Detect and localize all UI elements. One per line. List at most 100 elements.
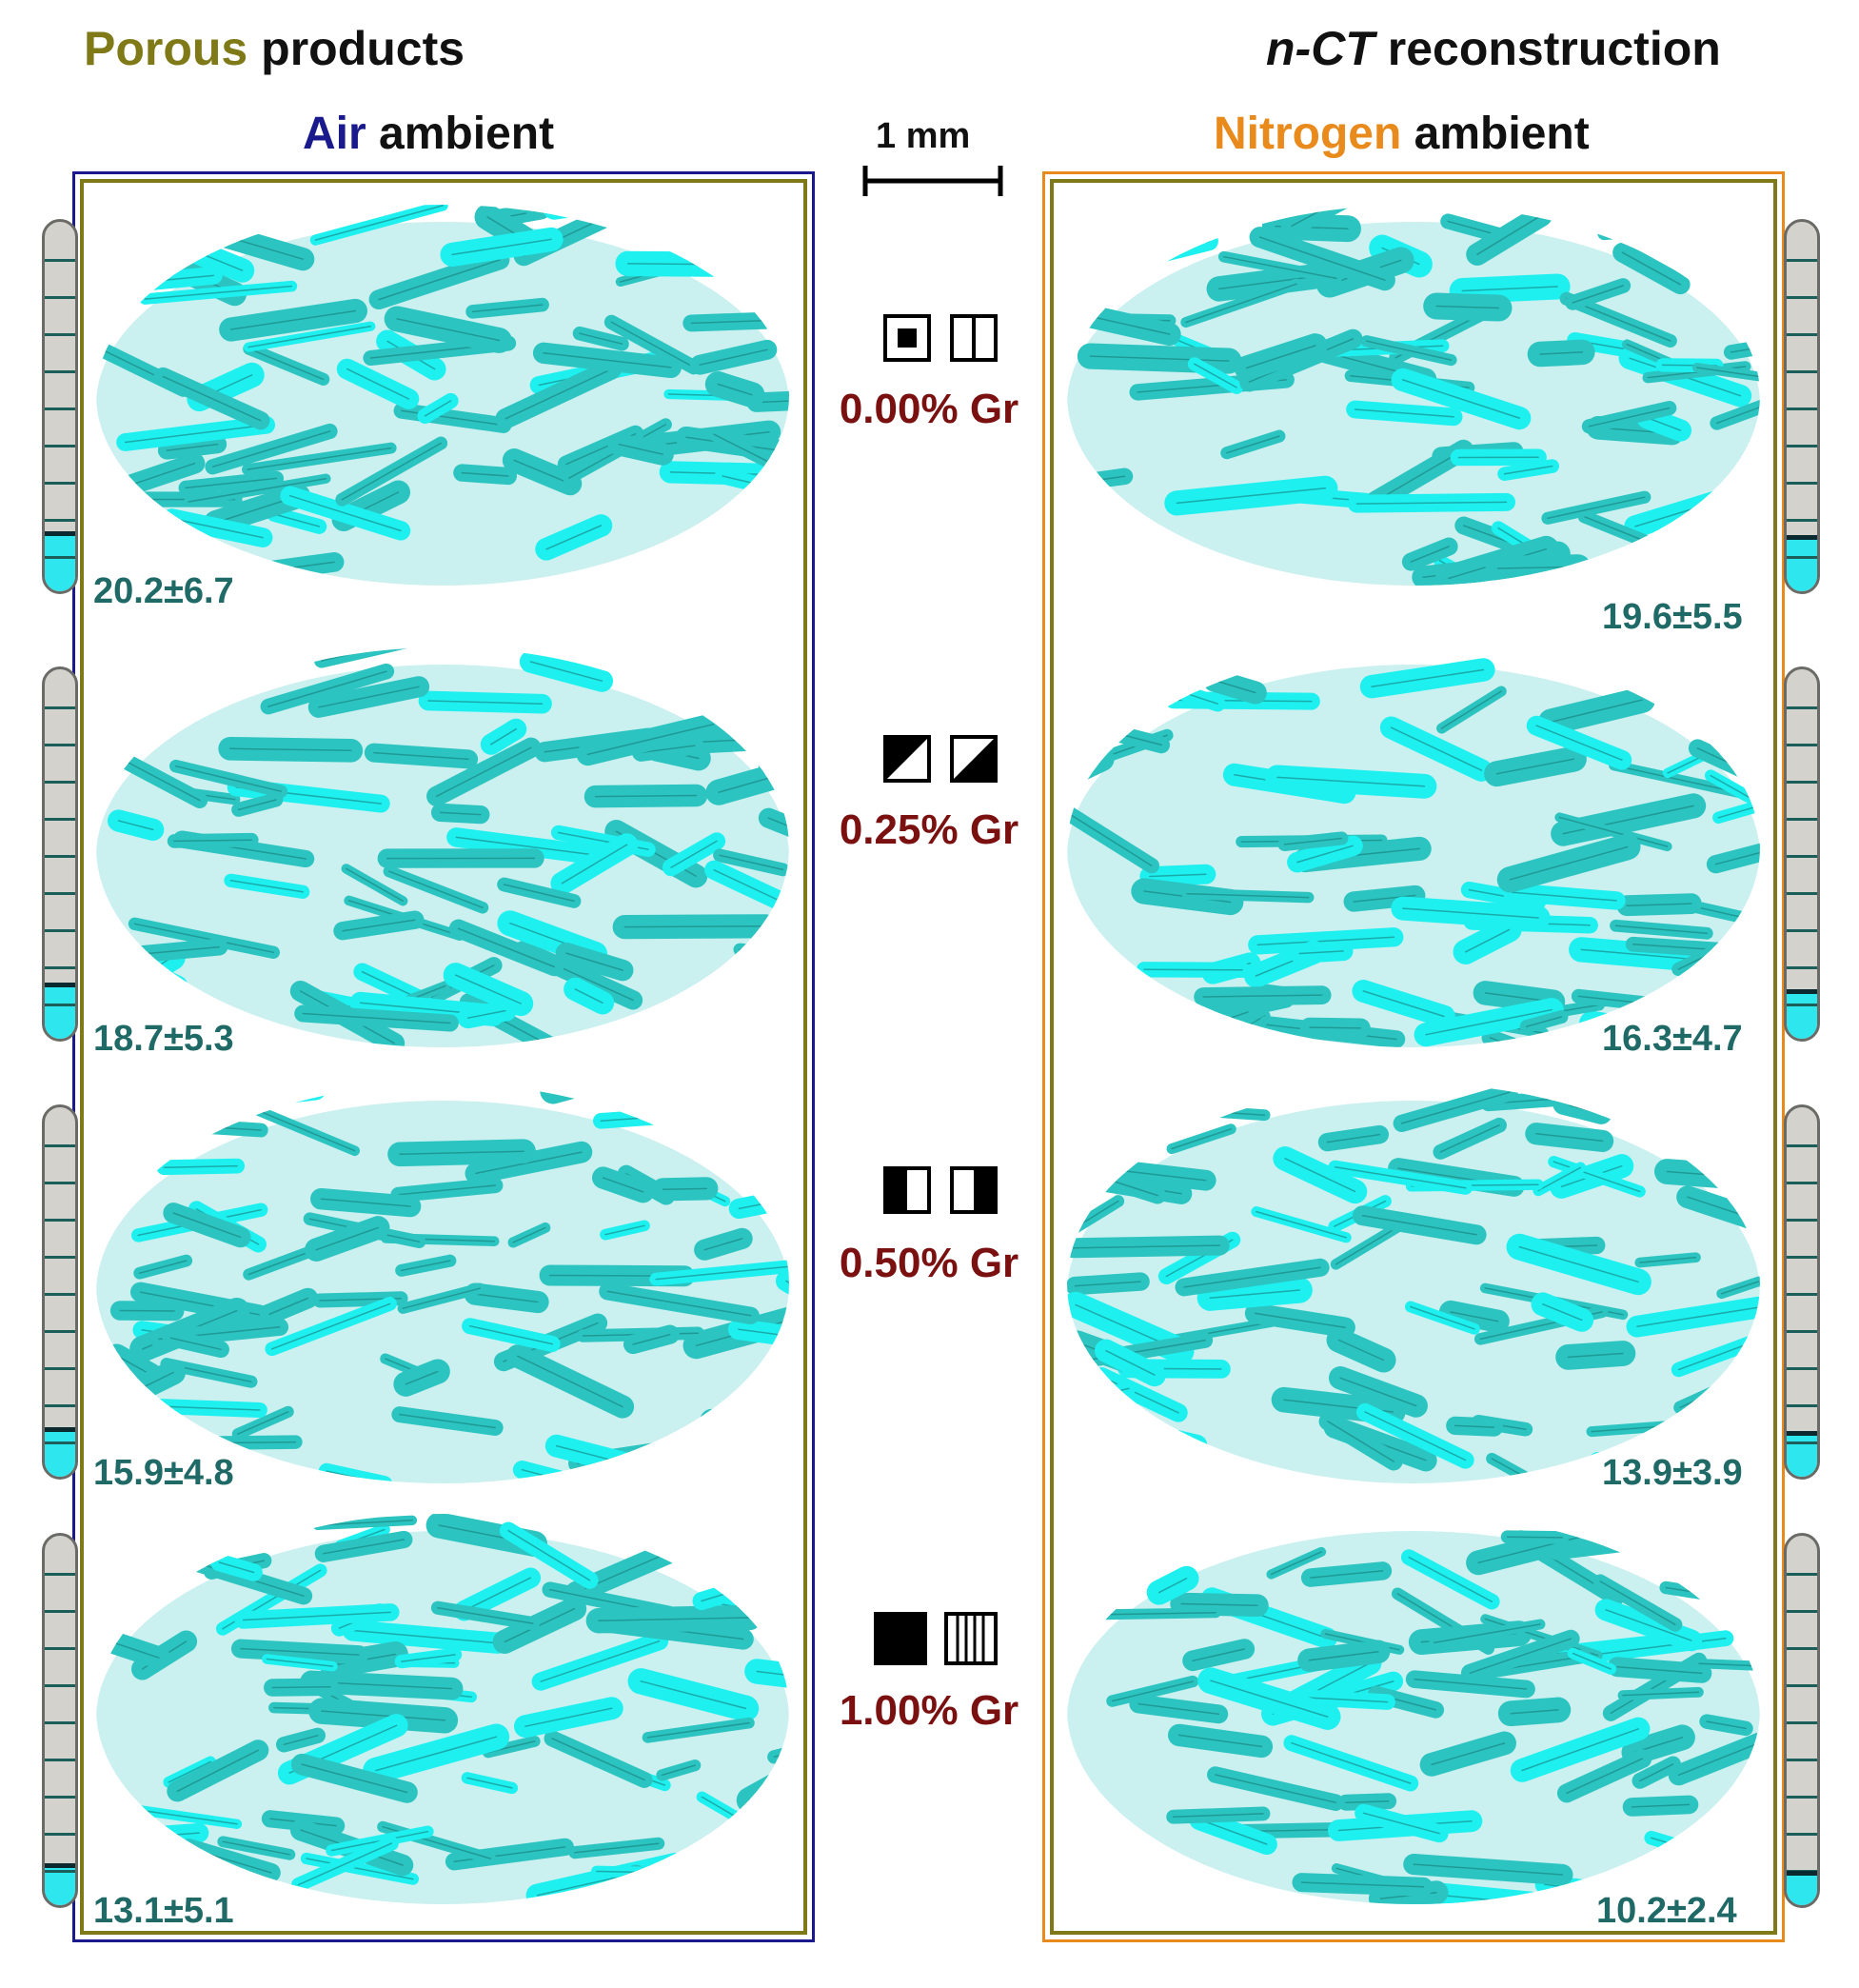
square-diagonal-upper-icon — [950, 735, 998, 783]
air-scaffold-image-2 — [96, 647, 789, 1047]
porosity-tick — [45, 892, 75, 895]
porosity-tick — [1787, 781, 1817, 784]
porosity-tick — [45, 519, 75, 522]
square-split-vertical-icon — [950, 314, 998, 362]
porosity-tick — [1787, 482, 1817, 485]
porosity-tick — [45, 1144, 75, 1147]
porosity-tick — [1787, 1256, 1817, 1259]
square-filled-icon — [874, 1612, 927, 1665]
porosity-tick — [1787, 1796, 1817, 1799]
porosity-tick — [45, 706, 75, 709]
porosity-tick — [1787, 855, 1817, 858]
porosity-tick — [1787, 744, 1817, 746]
air-ambient-title: Air ambient — [303, 108, 554, 160]
row4-gr-label: 1.00% Gr — [839, 1687, 1019, 1734]
square-vertical-hatch-icon — [944, 1612, 998, 1665]
porosity-tick — [1787, 1721, 1817, 1724]
nitrogen-scaffold-image-3 — [1067, 1083, 1760, 1483]
air-row1-value: 20.2±6.7 — [93, 571, 234, 611]
nitrogen-ambient-title: Nitrogen ambient — [1214, 108, 1590, 160]
air-porosity-bar-2 — [42, 666, 78, 1042]
porosity-fill — [45, 1868, 75, 1905]
row3-gr-label: 0.50% Gr — [839, 1240, 1019, 1286]
porosity-tick — [45, 1293, 75, 1296]
row1-gr-label: 0.00% Gr — [839, 386, 1019, 432]
porosity-tick — [1787, 892, 1817, 895]
nitrogen-column-frame — [1042, 171, 1785, 1942]
porosity-tick — [1787, 259, 1817, 262]
porosity-tick — [1787, 1293, 1817, 1296]
porosity-tick — [45, 1330, 75, 1333]
square-diagonal-lower-icon — [883, 735, 931, 783]
scale-bar — [862, 166, 1003, 196]
porosity-tick — [45, 1404, 75, 1407]
porosity-tick — [1787, 1367, 1817, 1370]
porosity-tick — [1787, 818, 1817, 821]
porosity-tick — [45, 1721, 75, 1724]
porosity-tick — [1787, 408, 1817, 410]
porosity-tick — [1787, 1144, 1817, 1147]
porosity-tick — [1787, 1573, 1817, 1576]
products-word: products — [261, 22, 465, 75]
scale-bar-label: 1 mm — [876, 116, 971, 156]
air-porosity-bar-4 — [42, 1533, 78, 1908]
porosity-tick — [45, 1870, 75, 1873]
nitrogen-word: Nitrogen — [1214, 109, 1402, 159]
porosity-tick — [45, 1647, 75, 1650]
porosity-tick — [1787, 333, 1817, 336]
air-porosity-bar-3 — [42, 1104, 78, 1480]
porosity-level-line — [1787, 1870, 1817, 1876]
nitrogen-row3-value: 13.9±3.9 — [1602, 1453, 1743, 1493]
porosity-tick — [1787, 706, 1817, 709]
air-column-frame — [72, 171, 815, 1942]
porosity-tick — [45, 818, 75, 821]
nitrogen-porosity-bar-2 — [1784, 666, 1820, 1042]
air-row4-value: 13.1±5.1 — [93, 1891, 234, 1931]
porosity-tick — [45, 445, 75, 447]
porosity-tick — [45, 744, 75, 746]
nitrogen-ambient-word: ambient — [1414, 109, 1590, 159]
porosity-fill — [1787, 994, 1817, 1039]
nitrogen-row4-value: 10.2±2.4 — [1596, 1891, 1737, 1931]
porosity-level-line — [1787, 989, 1817, 995]
square-with-center-dot-icon — [883, 314, 931, 362]
porosity-tick — [1787, 370, 1817, 373]
porosity-tick — [1787, 1610, 1817, 1613]
porosity-tick — [1787, 966, 1817, 969]
porosity-level-line — [45, 1863, 75, 1869]
porosity-tick — [45, 1833, 75, 1836]
porosity-tick — [45, 855, 75, 858]
porosity-tick — [45, 370, 75, 373]
porosity-tick — [1787, 1219, 1817, 1222]
porosity-fill — [45, 1432, 75, 1477]
porosity-tick — [45, 781, 75, 784]
nitrogen-scaffold-image-1 — [1067, 205, 1760, 586]
air-porosity-bar-1 — [42, 219, 78, 594]
air-row3-value: 15.9±4.8 — [93, 1453, 234, 1493]
porosity-tick — [1787, 519, 1817, 522]
porosity-tick — [45, 1573, 75, 1576]
porosity-tick — [1787, 929, 1817, 932]
nitrogen-porosity-bar-3 — [1784, 1104, 1820, 1480]
porosity-tick — [45, 333, 75, 336]
porosity-tick — [1787, 296, 1817, 299]
porosity-tick — [45, 1610, 75, 1613]
square-right-half-icon — [950, 1166, 998, 1214]
porosity-level-line — [45, 1427, 75, 1433]
porosity-tick — [45, 1256, 75, 1259]
porosity-tick — [45, 1004, 75, 1006]
air-scaffold-image-4 — [96, 1514, 789, 1904]
porosity-tick — [1787, 1004, 1817, 1006]
porosity-tick — [1787, 556, 1817, 559]
nitrogen-porosity-bar-1 — [1784, 219, 1820, 594]
porosity-tick — [1787, 1833, 1817, 1836]
porosity-level-line — [1787, 1431, 1817, 1437]
porosity-tick — [45, 1796, 75, 1799]
porosity-tick — [45, 408, 75, 410]
porosity-tick — [45, 296, 75, 299]
porosity-fill — [1787, 1875, 1817, 1905]
square-left-half-icon — [883, 1166, 931, 1214]
air-ambient-word: ambient — [379, 109, 555, 159]
porosity-tick — [45, 1367, 75, 1370]
porosity-fill — [45, 986, 75, 1039]
